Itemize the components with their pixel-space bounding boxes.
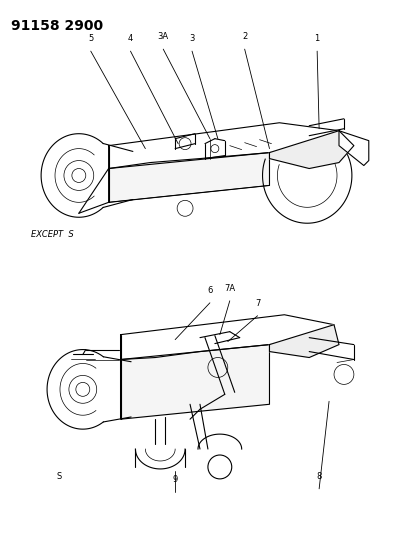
Text: 4: 4 xyxy=(128,34,133,43)
Text: 91158 2900: 91158 2900 xyxy=(11,19,104,33)
Text: 5: 5 xyxy=(88,34,93,43)
Polygon shape xyxy=(269,131,354,168)
Polygon shape xyxy=(121,345,269,419)
Text: 2: 2 xyxy=(242,32,247,41)
Polygon shape xyxy=(269,325,339,358)
Text: 3: 3 xyxy=(190,34,195,43)
Text: 7: 7 xyxy=(255,299,260,308)
Polygon shape xyxy=(121,315,334,360)
Text: 7A: 7A xyxy=(224,284,235,293)
Text: 9: 9 xyxy=(173,475,178,484)
Text: 1: 1 xyxy=(314,34,320,43)
Polygon shape xyxy=(109,152,269,203)
Polygon shape xyxy=(109,123,339,168)
Text: 6: 6 xyxy=(207,286,213,295)
Text: 8: 8 xyxy=(316,472,322,481)
Text: EXCEPT  S: EXCEPT S xyxy=(31,230,74,239)
Text: 3A: 3A xyxy=(158,32,169,41)
Text: S: S xyxy=(56,472,61,481)
Polygon shape xyxy=(339,131,369,166)
